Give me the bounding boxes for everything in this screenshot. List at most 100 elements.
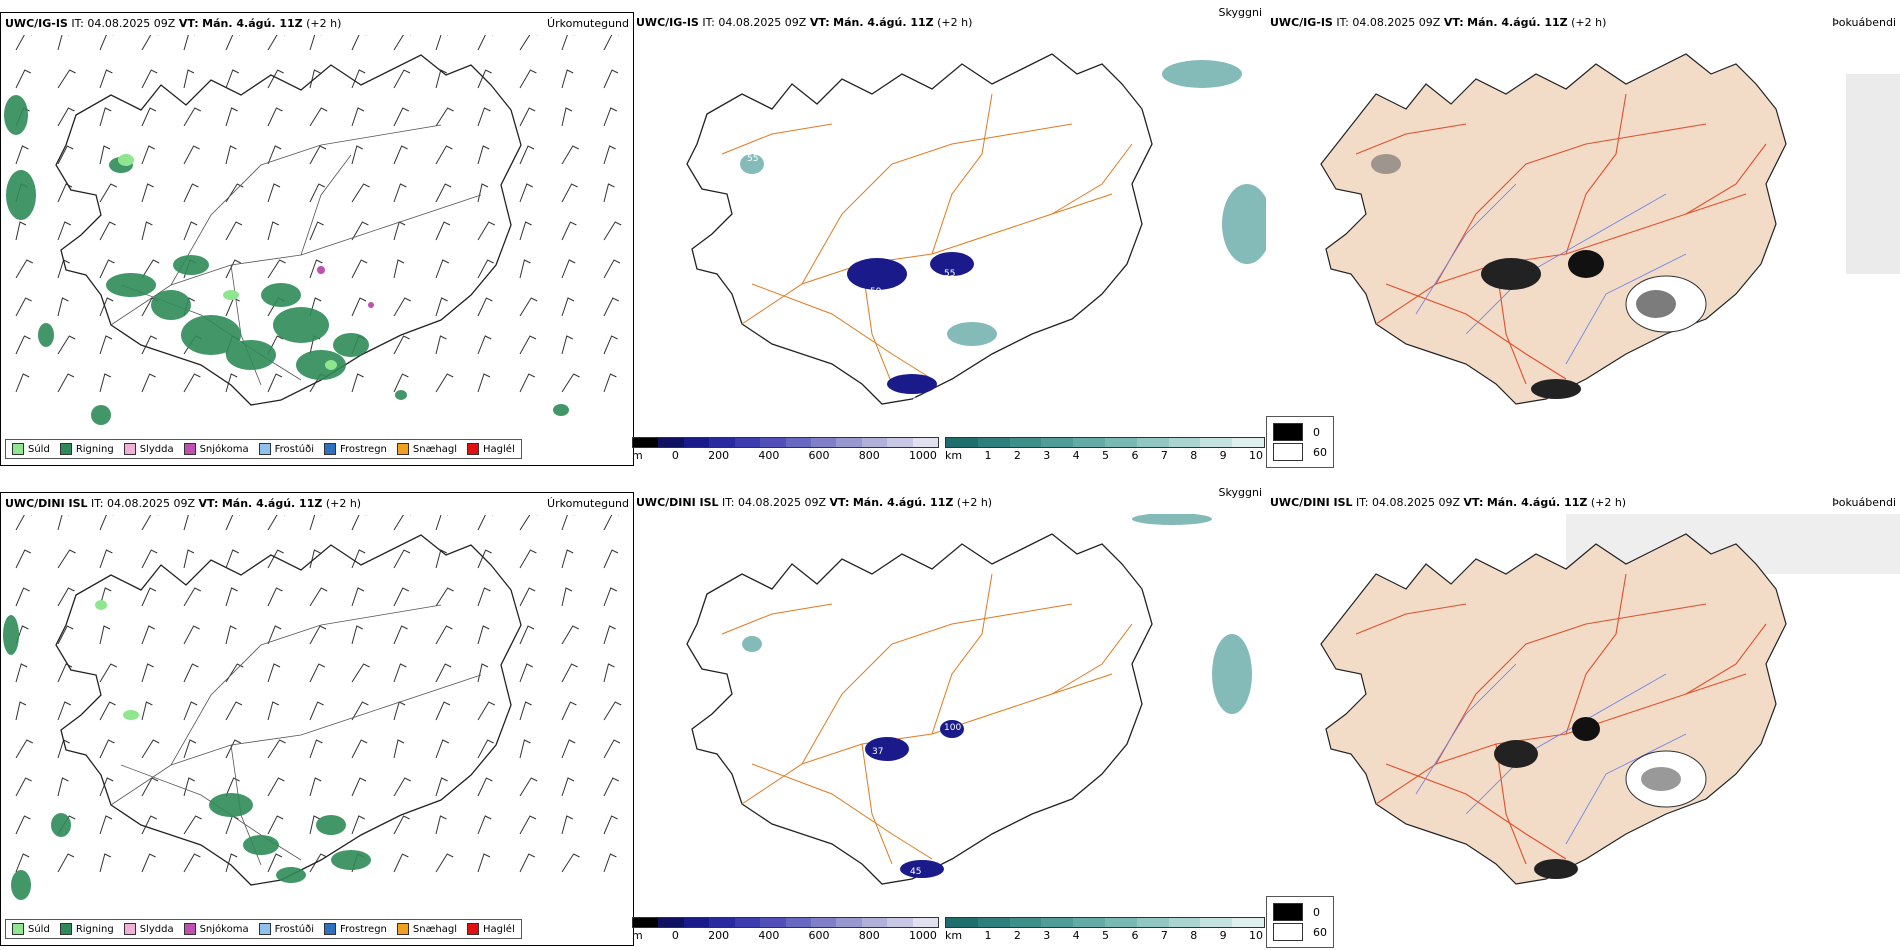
wind-barb xyxy=(15,549,32,569)
colorbar-segment xyxy=(887,918,913,927)
wind-barb xyxy=(519,739,531,759)
legend-item-haglel: Haglél xyxy=(467,923,515,935)
map-label: 46 xyxy=(944,367,956,377)
map-label: 44 xyxy=(992,362,1004,372)
row1-fog-panel: UWC/IG-IS IT: 04.08.2025 09Z VT: Mán. 4.… xyxy=(1266,12,1900,468)
wind-barb xyxy=(351,701,369,721)
panel-title: UWC/DINI ISL IT: 04.08.2025 09Z VT: Mán.… xyxy=(636,496,993,509)
wind-barb xyxy=(435,145,453,165)
colorbar-segment xyxy=(633,918,659,927)
fog-legend-row: 60 xyxy=(1273,923,1327,941)
wind-barb xyxy=(351,739,368,759)
wind-barb xyxy=(519,701,532,721)
colorbar-segment xyxy=(912,438,939,447)
wind-barb xyxy=(519,587,536,607)
wind-barb xyxy=(435,777,448,797)
wind-barb xyxy=(603,701,622,721)
wind-barb xyxy=(141,701,153,721)
wind-barb xyxy=(183,549,195,569)
rain-areas xyxy=(3,615,371,900)
colorbar-segment xyxy=(810,438,837,447)
legend-item-frostudi: Frostúði xyxy=(258,923,314,935)
colorbar-segment xyxy=(785,438,811,447)
wind-barb xyxy=(309,625,327,645)
wind-barb xyxy=(183,107,202,127)
wind-barb xyxy=(267,853,283,873)
fog-swatch xyxy=(1273,903,1303,921)
wind-barb xyxy=(435,625,453,645)
visibility-colorbar xyxy=(945,917,1265,928)
wind-barb xyxy=(477,335,492,355)
map-label: 55 xyxy=(747,154,758,164)
wind-barb xyxy=(351,183,370,203)
legend-swatch xyxy=(59,443,72,455)
colorbar-segment xyxy=(1041,918,1074,927)
iceland-coastline xyxy=(686,53,1153,405)
map-label: 100 xyxy=(944,723,961,733)
wind-barb xyxy=(309,587,328,607)
map-label: 38 xyxy=(912,397,924,407)
colorbar-segment xyxy=(861,438,888,447)
wind-barb xyxy=(477,221,496,241)
colorbar-segment xyxy=(683,918,710,927)
wind-barb xyxy=(141,587,157,607)
legend-swatch xyxy=(123,443,136,455)
wind-barb xyxy=(183,663,199,683)
panel-field-name: Þokuábendi xyxy=(1832,16,1896,29)
wind-barb xyxy=(267,815,284,835)
colorbar-segment xyxy=(1009,438,1042,447)
legend-item-frostregn: Frostregn xyxy=(324,443,387,455)
rain-areas xyxy=(4,95,569,425)
wind-barb xyxy=(309,815,321,835)
wind-barb xyxy=(477,259,494,279)
wind-barb xyxy=(603,625,616,645)
wind-barb xyxy=(309,107,328,127)
wind-barb xyxy=(477,853,491,873)
wind-barb xyxy=(15,69,32,89)
wind-barb xyxy=(561,221,577,241)
wind-barb xyxy=(183,515,196,531)
precip-type-legend: Súld Rigning Slydda Snjókoma Frostúði Fr… xyxy=(5,919,522,939)
wind-barb xyxy=(477,183,489,203)
panel-field-name: Úrkomutegund xyxy=(547,497,629,510)
legend-swatch xyxy=(12,443,24,455)
wind-barb xyxy=(477,515,493,531)
colorbar-segment xyxy=(760,438,786,447)
wind-barb xyxy=(561,515,575,531)
wind-barb xyxy=(309,739,323,759)
wind-barb xyxy=(225,663,244,683)
wind-barb xyxy=(141,107,157,127)
wind-barb xyxy=(99,183,118,203)
wind-barb xyxy=(519,335,537,355)
wind-barb xyxy=(351,515,367,531)
wind-barb xyxy=(141,69,158,89)
cloudbase-tick-labels: m 0 200 400 600 800 1000 xyxy=(632,929,937,942)
wind-barb xyxy=(519,853,536,873)
wind-barb xyxy=(561,549,574,569)
wind-barb xyxy=(519,259,531,279)
wind-barb xyxy=(519,515,538,531)
wind-barb xyxy=(561,815,574,835)
wind-barb xyxy=(141,515,159,531)
legend-swatch xyxy=(183,923,196,935)
wind-barb xyxy=(57,183,73,203)
wind-barb xyxy=(267,549,284,569)
wind-barb xyxy=(141,259,160,279)
colorbar-segment xyxy=(977,438,1010,447)
low-cloud-areas xyxy=(847,252,974,394)
precip-type-map xyxy=(4,35,622,425)
wind-barb xyxy=(351,815,366,835)
legend-item-frostudi: Frostúði xyxy=(258,443,314,455)
legend-swatch xyxy=(59,923,72,935)
wind-barb xyxy=(561,701,577,721)
wind-barb xyxy=(435,335,447,355)
wind-barb xyxy=(309,701,324,721)
colorbar-segment xyxy=(1041,438,1074,447)
rivers xyxy=(1415,183,1687,365)
wind-barb xyxy=(351,549,366,569)
fog-areas xyxy=(1494,717,1707,879)
fog-swatch xyxy=(1273,923,1303,941)
wind-barb xyxy=(99,373,112,393)
wind-barb xyxy=(477,777,493,797)
wind-barb xyxy=(603,663,615,683)
